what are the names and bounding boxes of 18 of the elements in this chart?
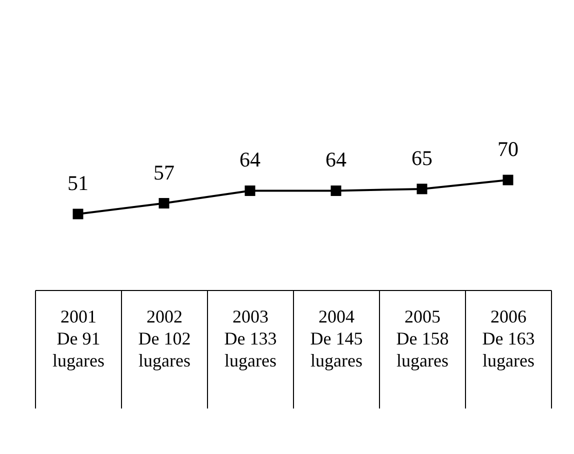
point bbox=[72, 208, 84, 220]
point bbox=[502, 174, 514, 186]
data-label: 57 bbox=[154, 160, 174, 184]
data-label: 64 bbox=[326, 148, 347, 172]
data-label: 65 bbox=[412, 146, 432, 170]
point bbox=[244, 185, 256, 196]
data-label: 64 bbox=[240, 148, 261, 172]
x-tick-label: 2006 De 163 lugares bbox=[482, 306, 535, 370]
x-tick-label: 2002 De 102 lugares bbox=[138, 306, 191, 370]
x-tick-label: 2005 De 158 lugares bbox=[396, 306, 449, 370]
data-label: 70 bbox=[498, 137, 518, 161]
x-tick-label: 2001 De 91 lugares bbox=[52, 306, 104, 370]
x-tick-label: 2003 De 133 lugares bbox=[224, 306, 277, 370]
point bbox=[158, 198, 170, 209]
x-tick-label: 2004 De 145 lugares bbox=[310, 306, 363, 370]
point bbox=[416, 184, 428, 194]
data-label: 51 bbox=[68, 171, 88, 195]
point bbox=[330, 185, 342, 196]
